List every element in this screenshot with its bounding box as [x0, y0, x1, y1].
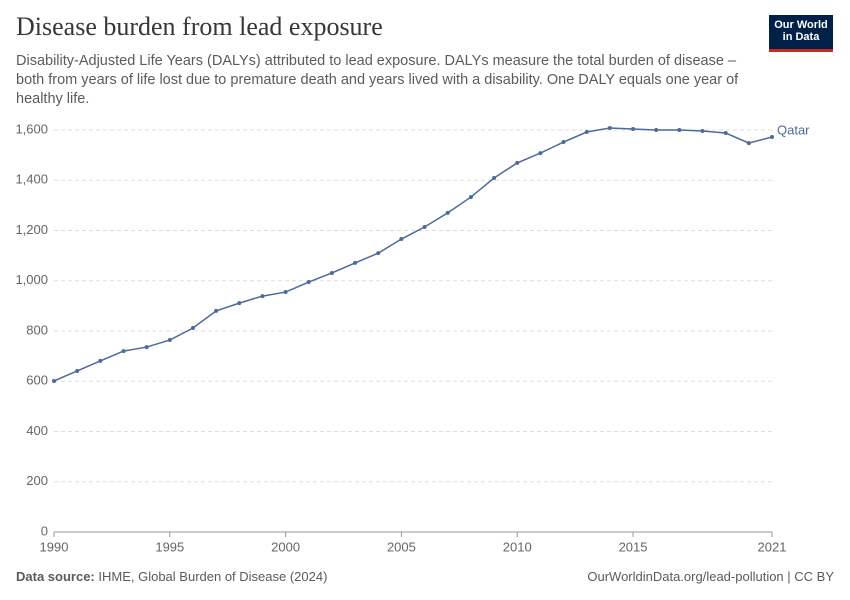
- source: Data source: IHME, Global Burden of Dise…: [16, 569, 327, 584]
- data-point: [677, 128, 682, 132]
- data-point: [283, 290, 288, 295]
- data-point: [422, 224, 427, 229]
- data-point: [98, 358, 103, 363]
- data-point: [190, 325, 195, 330]
- data-point: [52, 378, 56, 383]
- logo-text: Our World: [774, 19, 828, 31]
- data-point: [121, 349, 126, 354]
- data-point: [607, 125, 612, 130]
- data-point: [700, 129, 705, 134]
- y-tick-label: 800: [26, 322, 48, 337]
- x-tick-label: 2021: [758, 539, 787, 554]
- data-point: [561, 140, 566, 145]
- data-point: [376, 251, 381, 256]
- x-tick-label: 2000: [271, 539, 300, 554]
- data-point: [631, 126, 636, 131]
- data-point: [237, 301, 242, 306]
- data-point: [214, 308, 219, 313]
- data-point: [329, 270, 334, 275]
- data-point: [492, 175, 497, 180]
- logo[interactable]: Our World in Data: [769, 15, 833, 52]
- y-tick-label: 600: [26, 373, 48, 388]
- data-point: [445, 210, 450, 215]
- chart-subtitle: Disability-Adjusted Life Years (DALYs) a…: [16, 53, 739, 107]
- x-tick-label: 1990: [40, 539, 69, 554]
- series-line: [53, 127, 773, 382]
- data-point: [260, 294, 265, 299]
- y-tick-label: 1,200: [15, 222, 48, 237]
- y-tick-label: 400: [26, 423, 48, 438]
- y-tick-label: 1,600: [15, 121, 48, 136]
- data-point: [167, 338, 172, 343]
- data-point: [306, 280, 311, 285]
- data-point: [723, 131, 728, 136]
- y-tick-label: 1,000: [15, 272, 48, 287]
- data-point: [654, 128, 659, 132]
- data-point: [746, 141, 751, 146]
- data-point: [515, 160, 520, 165]
- y-tick-label: 0: [41, 523, 48, 538]
- chart-title: Disease burden from lead exposure: [16, 12, 383, 41]
- x-tick-label: 2010: [503, 539, 532, 554]
- data-point: [75, 368, 80, 373]
- data-point: [399, 237, 404, 242]
- data-point: [353, 260, 358, 265]
- y-tick-label: 1,400: [15, 172, 48, 187]
- data-point: [144, 345, 149, 350]
- data-point: [584, 130, 589, 135]
- source-label: Data source:: [16, 569, 95, 584]
- data-point: [770, 135, 774, 140]
- logo-text: in Data: [782, 31, 820, 43]
- data-point: [468, 195, 473, 200]
- url[interactable]: OurWorldinData.org/lead-pollution | CC B…: [587, 569, 834, 584]
- y-tick-label: 200: [26, 473, 48, 488]
- x-tick-label: 1995: [155, 539, 184, 554]
- source-text: IHME, Global Burden of Disease (2024): [98, 569, 328, 584]
- x-tick-label: 2015: [619, 539, 648, 554]
- data-point: [538, 151, 543, 156]
- x-tick-label: 2005: [387, 539, 416, 554]
- series-label: Qatar: [777, 122, 810, 137]
